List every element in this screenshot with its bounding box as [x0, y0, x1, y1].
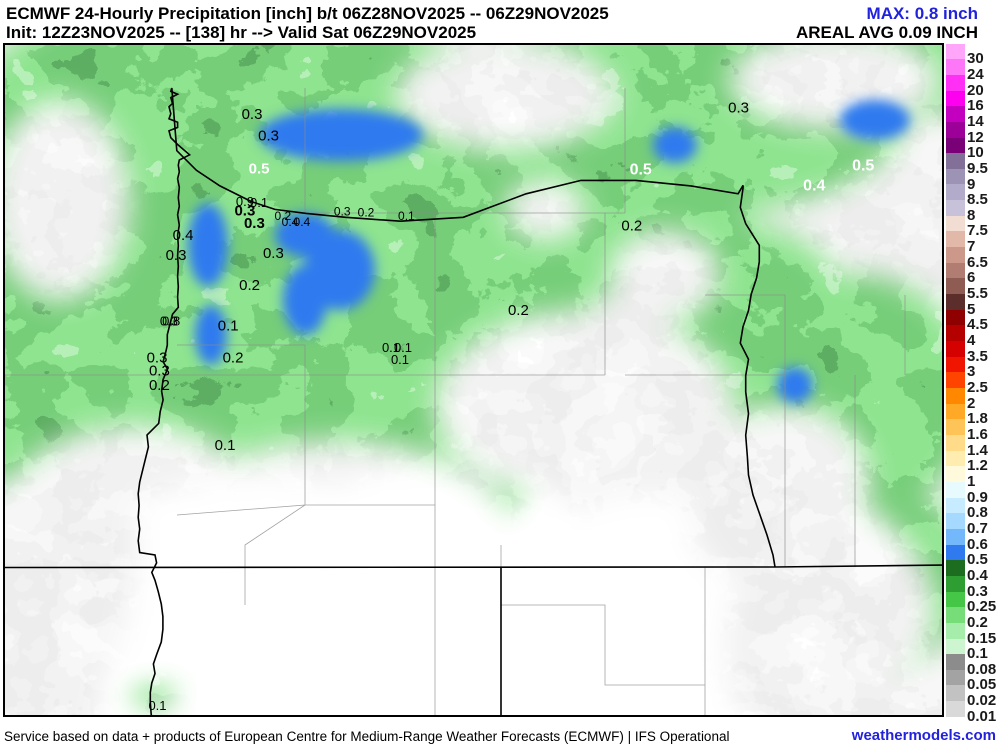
svg-text:0.3: 0.3: [244, 215, 265, 232]
svg-text:0.2: 0.2: [358, 205, 375, 219]
svg-text:0.8: 0.8: [162, 314, 180, 329]
svg-text:0.1: 0.1: [215, 437, 236, 454]
svg-text:0.3: 0.3: [242, 106, 263, 123]
svg-text:0.1: 0.1: [218, 317, 239, 334]
svg-text:0.2: 0.2: [149, 377, 170, 394]
svg-text:0.3: 0.3: [166, 247, 187, 264]
svg-text:0.3: 0.3: [334, 204, 351, 218]
svg-text:0.2: 0.2: [621, 217, 642, 234]
svg-text:0.1: 0.1: [394, 340, 412, 355]
svg-text:0.2: 0.2: [508, 302, 529, 319]
svg-text:0.5: 0.5: [852, 157, 874, 174]
svg-text:0.3: 0.3: [263, 245, 284, 262]
svg-text:0.3: 0.3: [258, 127, 279, 144]
svg-text:0.1: 0.1: [398, 209, 415, 223]
svg-text:0.2: 0.2: [239, 277, 260, 294]
svg-text:0.5: 0.5: [249, 161, 270, 178]
svg-text:0.5: 0.5: [630, 162, 652, 179]
svg-text:0.2: 0.2: [223, 350, 244, 367]
svg-text:0.1: 0.1: [148, 698, 166, 713]
svg-text:0.3: 0.3: [728, 100, 749, 117]
svg-text:0.4: 0.4: [294, 215, 311, 229]
svg-text:0.4: 0.4: [803, 177, 825, 194]
svg-text:0.4: 0.4: [173, 227, 194, 244]
